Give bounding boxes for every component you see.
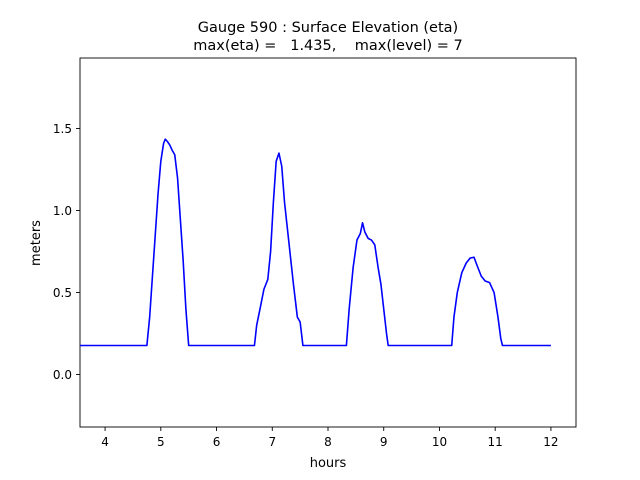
x-axis: 4 5 6 7 8 9 10 11 12 [101, 427, 559, 449]
x-tick-label: 11 [488, 435, 503, 449]
series-line-eta [80, 138, 551, 347]
x-tick-label: 10 [432, 435, 447, 449]
x-tick-label: 6 [213, 435, 221, 449]
x-axis-label: hours [310, 456, 347, 471]
chart-title-line1: Gauge 590 : Surface Elevation (eta) [198, 20, 458, 36]
y-tick-label: 1.0 [53, 204, 72, 218]
x-tick-label: 5 [157, 435, 165, 449]
chart-title-line2: max(eta) = 1.435, max(level) = 7 [193, 38, 463, 54]
plot-area [79, 57, 577, 428]
y-tick-label: 0.0 [53, 368, 72, 382]
y-axis: 0.0 0.5 1.0 1.5 [53, 122, 80, 382]
x-tick-label: 8 [324, 435, 332, 449]
y-tick-label: 1.5 [53, 122, 72, 136]
x-tick-label: 9 [380, 435, 388, 449]
y-tick-label: 0.5 [53, 286, 72, 300]
x-tick-label: 4 [101, 435, 109, 449]
y-axis-label: meters [29, 220, 44, 266]
x-tick-label: 7 [268, 435, 276, 449]
x-tick-label: 12 [543, 435, 558, 449]
